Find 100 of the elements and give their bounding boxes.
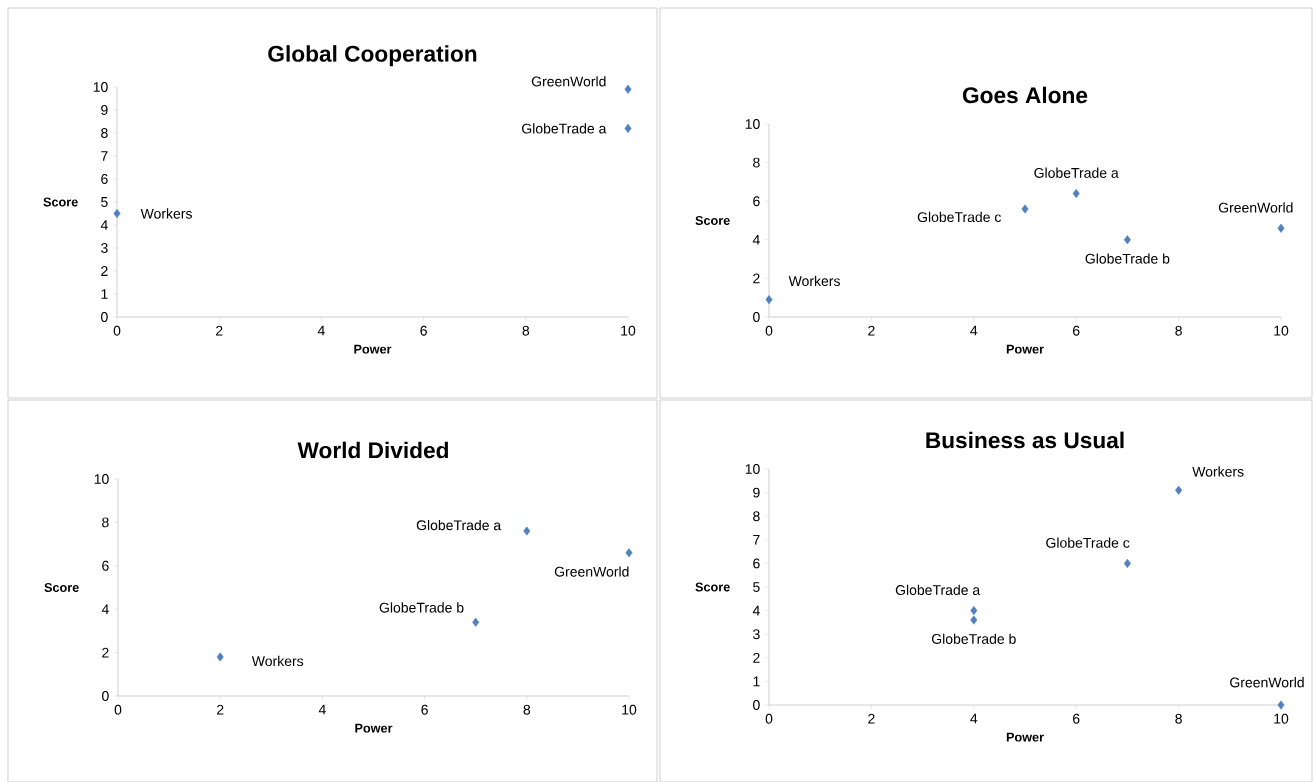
y-tick-label: 10	[93, 82, 108, 92]
point	[624, 84, 632, 94]
x-tick-label: 0	[114, 704, 122, 715]
chart-title: World Divided	[297, 441, 448, 459]
point	[113, 208, 121, 219]
x-tick-label: 8	[522, 325, 530, 336]
chart-title: Business as Usual	[926, 431, 1124, 449]
point	[1123, 558, 1131, 568]
annotation: GlobeTrade a	[1034, 167, 1119, 178]
point	[1277, 223, 1285, 233]
point	[624, 123, 632, 133]
y-tick-label: 2	[101, 266, 108, 276]
y-axis-title: Score	[695, 582, 730, 592]
x-tick-label: 10	[621, 325, 636, 336]
y-tick-label: 1	[753, 676, 760, 687]
chart-title: Goes Alone	[962, 86, 1088, 104]
chart-title: Global Cooperation	[268, 45, 477, 67]
annotation: GlobeTrade b	[1085, 253, 1170, 264]
y-tick-label: 7	[753, 535, 760, 545]
annotation: GlobeTrade b	[379, 602, 464, 613]
point	[970, 615, 978, 625]
annotation: Workers	[140, 208, 192, 219]
y-tick-label: 4	[101, 604, 109, 615]
y-tick-label: 4	[752, 234, 760, 245]
annotation: GlobeTrade a	[416, 519, 502, 531]
x-tick-label: 6	[1073, 713, 1080, 724]
x-tick-label: 4	[970, 325, 978, 336]
y-tick-label: 0	[101, 312, 108, 322]
x-axis-title: Power	[355, 723, 393, 733]
y-tick-label: 2	[753, 273, 760, 284]
x-axis-title: Power	[354, 344, 392, 354]
x-tick-label: 2	[217, 704, 224, 715]
x-tick-label: 10	[1274, 325, 1289, 336]
x-tick-label: 0	[765, 713, 773, 724]
point	[765, 295, 773, 305]
y-tick-label: 10	[745, 464, 760, 474]
annotation: GreenWorld	[531, 76, 606, 87]
x-tick-label: 2	[216, 325, 223, 336]
annotation: Workers	[251, 655, 304, 667]
y-tick-label: 0	[102, 691, 109, 701]
y-axis-title: Score	[695, 216, 730, 225]
x-tick-label: 6	[421, 704, 428, 715]
point	[1072, 188, 1080, 199]
annotation: GreenWorld	[1230, 677, 1304, 688]
y-tick-label: 6	[753, 196, 760, 207]
y-tick-label: 9	[101, 105, 108, 115]
x-tick-label: 10	[1274, 713, 1289, 724]
point	[523, 526, 531, 536]
y-tick-label: 0	[753, 312, 760, 322]
point	[1123, 235, 1131, 245]
x-tick-label: 6	[1073, 325, 1080, 336]
x-tick-label: 2	[868, 325, 875, 336]
point	[625, 548, 633, 558]
annotation: GlobeTrade a	[522, 123, 607, 134]
annotation: GreenWorld	[554, 566, 629, 577]
x-axis-title: Power	[1006, 344, 1044, 354]
annotation: Workers	[788, 275, 840, 287]
y-axis-title: Score	[44, 583, 79, 592]
x-tick-label: 6	[420, 325, 427, 336]
y-tick-label: 8	[753, 157, 760, 168]
y-tick-label: 8	[101, 128, 108, 138]
y-tick-label: 8	[753, 511, 760, 522]
x-tick-label: 10	[622, 704, 637, 715]
point	[1277, 700, 1285, 710]
x-axis-title: Power	[1006, 732, 1044, 742]
y-tick-label: 10	[94, 474, 109, 484]
y-tick-label: 3	[753, 629, 760, 640]
x-tick-label: 0	[113, 325, 121, 336]
y-tick-label: 6	[102, 560, 109, 571]
y-tick-label: 9	[753, 487, 760, 498]
y-tick-label: 4	[100, 220, 108, 230]
y-tick-label: 10	[745, 119, 760, 129]
annotation: GlobeTrade c	[1046, 537, 1130, 548]
point	[1175, 485, 1183, 495]
x-tick-label: 4	[317, 325, 325, 336]
y-tick-label: 2	[102, 647, 109, 658]
x-tick-label: 8	[1175, 325, 1182, 336]
annotation: GlobeTrade a	[895, 584, 981, 596]
x-tick-label: 2	[868, 713, 875, 724]
x-tick-label: 4	[318, 704, 326, 715]
y-tick-label: 5	[753, 582, 760, 592]
y-axis-title: Score	[43, 197, 78, 207]
x-tick-label: 8	[1175, 713, 1182, 724]
y-tick-label: 4	[752, 605, 760, 616]
annotation: Workers	[1192, 466, 1244, 477]
point	[970, 606, 978, 616]
annotation: GlobeTrade b	[931, 633, 1016, 644]
y-tick-label: 6	[753, 558, 760, 569]
x-tick-label: 0	[765, 325, 773, 336]
point	[216, 652, 224, 662]
x-tick-label: 8	[523, 704, 531, 715]
y-tick-label: 3	[101, 243, 108, 253]
y-tick-label: 1	[101, 289, 108, 299]
y-tick-label: 8	[102, 517, 109, 528]
point	[1021, 204, 1029, 214]
y-tick-label: 6	[101, 174, 108, 184]
annotation: GreenWorld	[1218, 202, 1293, 213]
annotation: GlobeTrade c	[917, 211, 1002, 223]
x-tick-label: 4	[970, 713, 978, 724]
point	[472, 617, 480, 627]
